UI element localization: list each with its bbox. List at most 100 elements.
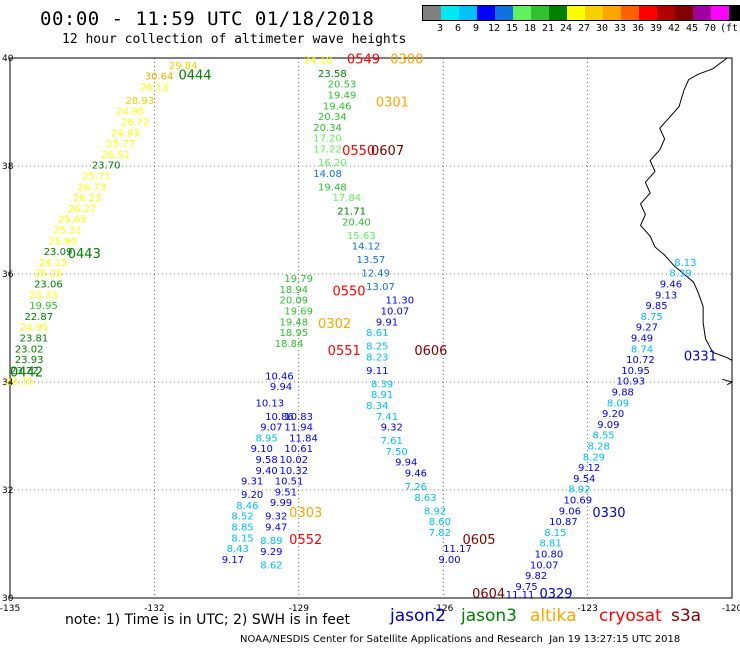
legend-label: 27 — [577, 23, 591, 34]
wave-height-value: 13.57 — [357, 255, 386, 266]
wave-height-value: 9.12 — [578, 463, 600, 474]
wave-height-value: 25.90 — [49, 236, 78, 247]
legend-swatch — [729, 6, 740, 20]
wave-height-value: 9.20 — [241, 490, 263, 501]
wave-height-value: 14.08 — [313, 169, 342, 180]
wave-height-value: 8.39 — [669, 269, 691, 280]
legend-label: 21 — [541, 23, 555, 34]
wave-height-value: 10.69 — [564, 496, 593, 507]
wave-height-value: 9.46 — [405, 469, 427, 480]
wave-height-value: 26.27 — [68, 204, 97, 215]
wave-height-value: 10.02 — [280, 455, 309, 466]
wave-height-value: 8.29 — [583, 452, 605, 463]
legend-label: 24 — [559, 23, 573, 34]
wave-height-value: 9.49 — [631, 334, 653, 345]
lon-tick-label: -123 — [577, 604, 597, 614]
wave-height-value: 8.62 — [260, 560, 282, 571]
wave-height-value: 8.89 — [260, 536, 282, 547]
wave-height-value: 23.93 — [15, 355, 44, 366]
wave-height-value: 26.73 — [77, 182, 106, 193]
pass-time-label: 0331 — [684, 349, 717, 364]
legend-label: 6 — [454, 23, 462, 34]
wave-height-value: 8.92 — [568, 485, 590, 496]
wave-height-value: 9.47 — [265, 523, 287, 534]
wave-height-value: 10.61 — [284, 444, 313, 455]
pass-time-label: 0443 — [68, 247, 101, 262]
pass-time-label: 0550 — [332, 285, 365, 300]
wave-height-value: 26.72 — [121, 118, 150, 129]
pass-time-label: 0607 — [371, 144, 404, 159]
wave-height-value: 26.23 — [73, 193, 102, 204]
wave-height-value: 8.43 — [227, 544, 249, 555]
wave-height-value: 20.09 — [280, 296, 309, 307]
wave-height-value: 19.69 — [284, 307, 313, 318]
lon-tick-label: -132 — [144, 604, 164, 614]
wave-height-value: 11.17 — [443, 544, 472, 555]
wave-height-value: 8.25 — [366, 342, 388, 353]
wave-height-value: 24.15 — [39, 258, 68, 269]
wave-height-value: 25.65 — [58, 215, 87, 226]
legend-swatch — [549, 6, 567, 20]
legend-label: 18 — [523, 23, 537, 34]
wave-height-value: 8.52 — [231, 512, 253, 523]
wave-height-value: 9.91 — [376, 317, 398, 328]
wave-height-value: 25.33 — [29, 290, 58, 301]
legend-swatch — [693, 6, 711, 20]
wave-height-value: 8.60 — [429, 517, 451, 528]
lon-tick-label: -126 — [433, 604, 454, 614]
wave-height-value: 10.07 — [530, 560, 559, 571]
wave-height-value: 9.88 — [612, 388, 634, 399]
coastline — [639, 57, 733, 361]
wave-height-value: 10.32 — [280, 466, 309, 477]
wave-height-value: 13.07 — [366, 282, 395, 293]
wave-height-value: 8.63 — [414, 493, 436, 504]
legend-color-bar — [422, 5, 740, 21]
wave-height-value: 7.82 — [429, 528, 451, 539]
lat-tick-label: 34 — [2, 378, 14, 388]
wave-height-value: 17.84 — [332, 193, 361, 204]
wave-height-value: 8.15 — [544, 528, 566, 539]
map-subtitle: 12 hour collection of altimeter wave hei… — [62, 32, 407, 47]
wave-height-value: 10.07 — [381, 307, 410, 318]
legend-swatch — [639, 6, 657, 20]
wave-height-value: 28.93 — [126, 96, 155, 107]
wave-height-value: 9.99 — [270, 498, 292, 509]
wave-height-value: 24.95 — [20, 323, 49, 334]
satellite-legend-jason2: jason2 — [390, 606, 446, 626]
wave-height-value: 23.06 — [34, 280, 63, 291]
wave-height-value: 17.22 — [313, 145, 342, 156]
wave-height-value: 7.41 — [376, 412, 398, 423]
wave-height-value: 9.20 — [602, 409, 624, 420]
wave-height-value: 10.80 — [535, 550, 564, 561]
wave-height-value: 8.75 — [641, 312, 663, 323]
wave-height-value: 9.07 — [260, 423, 282, 434]
wave-height-value: 9.58 — [255, 455, 277, 466]
wave-height-value: 8.28 — [588, 442, 610, 453]
wave-height-value: 9.00 — [438, 555, 460, 566]
wave-height-value: 9.09 — [597, 420, 619, 431]
legend-label: 30 — [595, 23, 609, 34]
legend-swatch — [441, 6, 459, 20]
wave-height-value: 9.13 — [655, 290, 677, 301]
legend-swatch — [603, 6, 621, 20]
legend-swatch — [459, 6, 477, 20]
pass-time-label: 0444 — [178, 69, 211, 84]
wave-height-value: 8.55 — [592, 431, 614, 442]
legend-label: 9 — [472, 23, 480, 34]
wave-height-value: 19.48 — [318, 182, 347, 193]
wave-height-value: 25.31 — [53, 226, 82, 237]
wave-height-value: 22.87 — [24, 312, 53, 323]
wave-height-value: 8.23 — [366, 352, 388, 363]
wave-height-value: 20.34 — [313, 123, 342, 134]
wave-height-value: 23.09 — [44, 247, 73, 258]
wave-height-value: 10.13 — [255, 398, 284, 409]
pass-time-label: 0301 — [376, 96, 409, 111]
wave-height-value: 8.74 — [631, 344, 653, 355]
pass-time-label: 0605 — [462, 533, 495, 548]
wave-height-value: 17.20 — [313, 134, 342, 145]
wave-height-value: 9.32 — [381, 423, 403, 434]
wave-height-value: 8.15 — [231, 533, 253, 544]
satellite-legend-s3a: s3a — [671, 606, 702, 626]
